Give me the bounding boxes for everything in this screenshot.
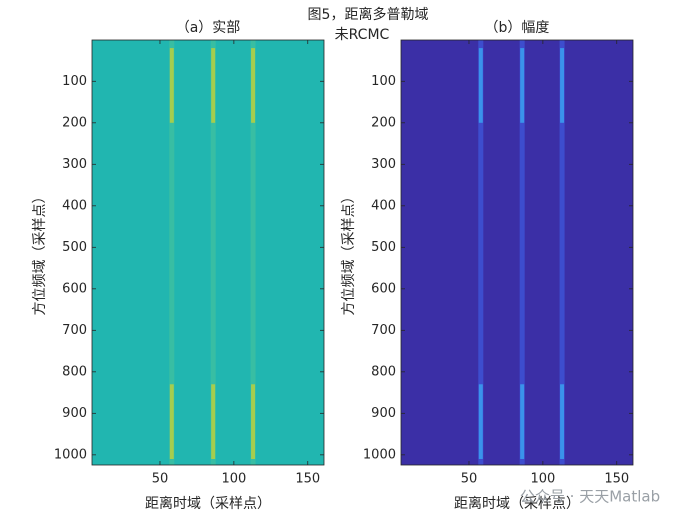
highlight bbox=[478, 384, 483, 459]
x-axis-label: 距离时域（采样点） bbox=[454, 495, 580, 512]
y-tick-label: 700 bbox=[371, 323, 396, 338]
y-tick-label: 200 bbox=[62, 115, 87, 130]
highlight bbox=[169, 48, 174, 123]
x-tick-label: 100 bbox=[530, 472, 555, 487]
y-tick-label: 900 bbox=[62, 406, 87, 421]
y-tick-label: 100 bbox=[62, 74, 87, 89]
y-tick-label: 300 bbox=[62, 157, 87, 172]
y-tick-label: 400 bbox=[62, 198, 87, 213]
highlight bbox=[520, 48, 525, 123]
y-tick-label: 800 bbox=[371, 364, 396, 379]
highlight bbox=[211, 384, 216, 459]
figure-title: 图5，距离多普勒域 bbox=[308, 6, 429, 23]
x-tick-label: 100 bbox=[221, 472, 246, 487]
axes-title: （b）幅度 bbox=[485, 20, 550, 36]
y-tick-label: 600 bbox=[371, 281, 396, 296]
image-background bbox=[92, 40, 324, 465]
axes-title: （a）实部 bbox=[176, 20, 241, 36]
y-tick-label: 700 bbox=[62, 323, 87, 338]
highlight bbox=[478, 48, 483, 123]
highlight bbox=[560, 48, 565, 123]
y-tick-label: 900 bbox=[371, 406, 396, 421]
x-tick-label: 50 bbox=[152, 472, 169, 487]
highlight bbox=[169, 384, 174, 459]
stripe bbox=[210, 40, 216, 465]
y-axis-label: 方位频域（采样点） bbox=[341, 190, 357, 316]
stripe bbox=[250, 40, 256, 465]
x-tick-label: 150 bbox=[604, 472, 629, 487]
y-tick-label: 800 bbox=[62, 364, 87, 379]
y-tick-label: 400 bbox=[371, 198, 396, 213]
y-tick-label: 500 bbox=[62, 240, 87, 255]
axes-box bbox=[91, 39, 325, 466]
highlight bbox=[560, 384, 565, 459]
axes-box bbox=[400, 39, 634, 466]
image-background bbox=[401, 40, 633, 465]
highlight bbox=[211, 48, 216, 123]
x-tick-label: 50 bbox=[461, 472, 478, 487]
stripe bbox=[169, 40, 175, 465]
y-tick-label: 600 bbox=[62, 281, 87, 296]
y-tick-label: 100 bbox=[371, 74, 396, 89]
figure-subtitle: 未RCMC bbox=[335, 27, 390, 43]
stripe bbox=[519, 40, 525, 465]
y-tick-label: 1000 bbox=[363, 447, 396, 462]
highlight bbox=[251, 384, 256, 459]
x-tick-label: 150 bbox=[295, 472, 320, 487]
y-tick-label: 200 bbox=[371, 115, 396, 130]
stripe bbox=[559, 40, 565, 465]
highlight bbox=[251, 48, 256, 123]
y-tick-label: 500 bbox=[371, 240, 396, 255]
stripe bbox=[478, 40, 484, 465]
y-axis-label: 方位频域（采样点） bbox=[32, 190, 48, 316]
y-tick-label: 300 bbox=[371, 157, 396, 172]
x-axis-label: 距离时域（采样点） bbox=[145, 495, 271, 512]
watermark: 公众号 · 天天Matlab bbox=[520, 488, 660, 506]
y-tick-label: 1000 bbox=[54, 447, 87, 462]
highlight bbox=[520, 384, 525, 459]
